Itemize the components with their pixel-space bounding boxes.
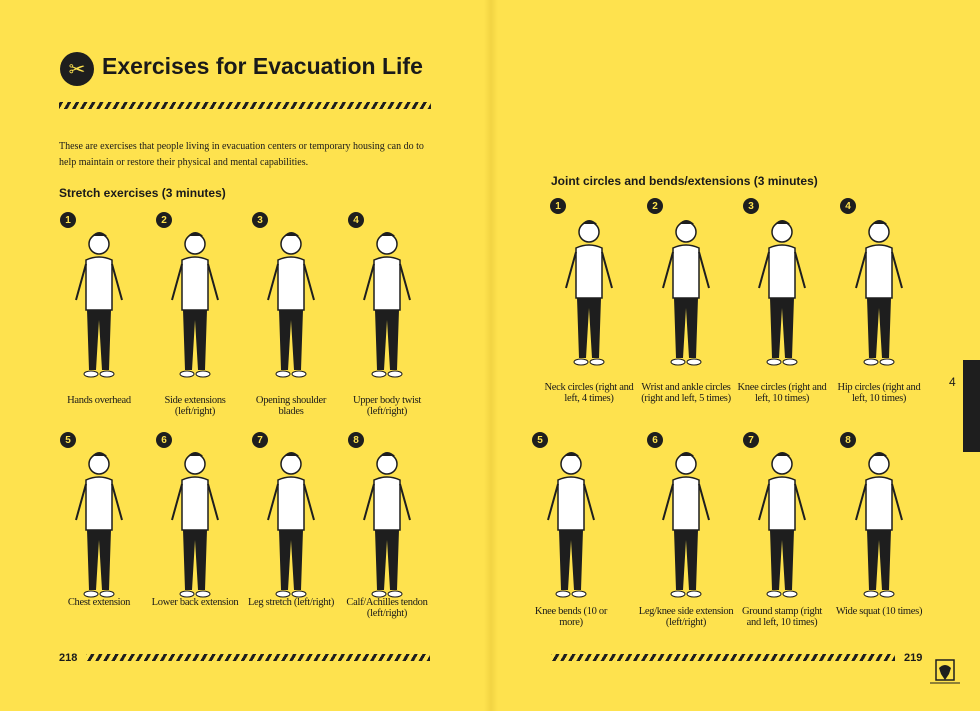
exercise-illustration: [834, 440, 924, 610]
section-heading-stretch: Stretch exercises (3 minutes): [59, 186, 226, 200]
exercise-illustration: [737, 208, 827, 378]
step-number-badge: 6: [647, 432, 663, 448]
exercise-illustration: [342, 220, 432, 390]
exercise-label: Side extensions (left/right): [164, 395, 226, 417]
step-number-badge: 2: [647, 198, 663, 214]
exercise-label: Neck circles (right and left, 4 times): [544, 382, 634, 404]
chapter-number: 4: [949, 375, 956, 389]
exercise-illustration: [526, 440, 616, 610]
exercise-label: Ground stamp (right and left, 10 times): [741, 606, 823, 628]
page-number-right: 219: [904, 652, 923, 664]
scissors-icon: ✂: [60, 52, 94, 86]
step-number-badge: 1: [550, 198, 566, 214]
exercise-illustration: [342, 440, 432, 610]
exercise-illustration: [834, 208, 924, 378]
step-number-badge: 8: [348, 432, 364, 448]
exercise-illustration: [737, 440, 827, 610]
exercise-illustration: [641, 208, 731, 378]
exercise-illustration: [150, 440, 240, 610]
step-number-badge: 3: [252, 212, 268, 228]
exercise-label: Wrist and ankle circles (right and left,…: [641, 382, 731, 404]
exercise-illustration: [246, 220, 336, 390]
exercise-illustration: [54, 220, 144, 390]
page-number-left: 218: [59, 652, 78, 664]
step-number-badge: 7: [252, 432, 268, 448]
hazard-stripe-footer-right: [551, 654, 895, 661]
section-heading-joint: Joint circles and bends/extensions (3 mi…: [551, 174, 818, 188]
step-number-badge: 1: [60, 212, 76, 228]
exercise-label: Opening shoulder blades: [255, 395, 327, 417]
exercise-illustration: [544, 208, 634, 378]
step-number-badge: 5: [60, 432, 76, 448]
exercise-label: Hip circles (right and left, 10 times): [837, 382, 921, 404]
page-gutter: [484, 0, 498, 711]
exercise-illustration: [641, 440, 731, 610]
exercise-illustration: [150, 220, 240, 390]
exercise-illustration: [54, 440, 144, 610]
step-number-badge: 4: [840, 198, 856, 214]
exercise-label: Calf/Achilles tendon (left/right): [346, 597, 428, 619]
exercise-label: Hands overhead: [67, 395, 131, 406]
exercise-illustration: [246, 440, 336, 610]
step-number-badge: 7: [743, 432, 759, 448]
exercise-label: Leg/knee side extension (left/right): [638, 606, 734, 628]
exercise-label: Leg stretch (left/right): [247, 597, 335, 608]
evacuation-logo-icon: [930, 658, 960, 686]
exercise-label: Knee circles (right and left, 10 times): [737, 382, 827, 404]
page-title: Exercises for Evacuation Life: [102, 53, 423, 79]
intro-text: These are exercises that people living i…: [59, 141, 424, 168]
step-number-badge: 4: [348, 212, 364, 228]
hazard-stripe-footer-left: [86, 654, 430, 661]
exercise-label: Wide squat (10 times): [835, 606, 923, 617]
chapter-tab: [963, 360, 980, 452]
step-number-badge: 5: [532, 432, 548, 448]
step-number-badge: 6: [156, 432, 172, 448]
exercise-label: Chest extension: [67, 597, 131, 608]
exercise-label: Upper body twist (left/right): [352, 395, 422, 417]
step-number-badge: 3: [743, 198, 759, 214]
exercise-label: Knee bends (10 or more): [534, 606, 608, 628]
exercise-label: Lower back extension: [151, 597, 239, 608]
hazard-stripe-divider: [59, 102, 431, 109]
step-number-badge: 8: [840, 432, 856, 448]
step-number-badge: 2: [156, 212, 172, 228]
